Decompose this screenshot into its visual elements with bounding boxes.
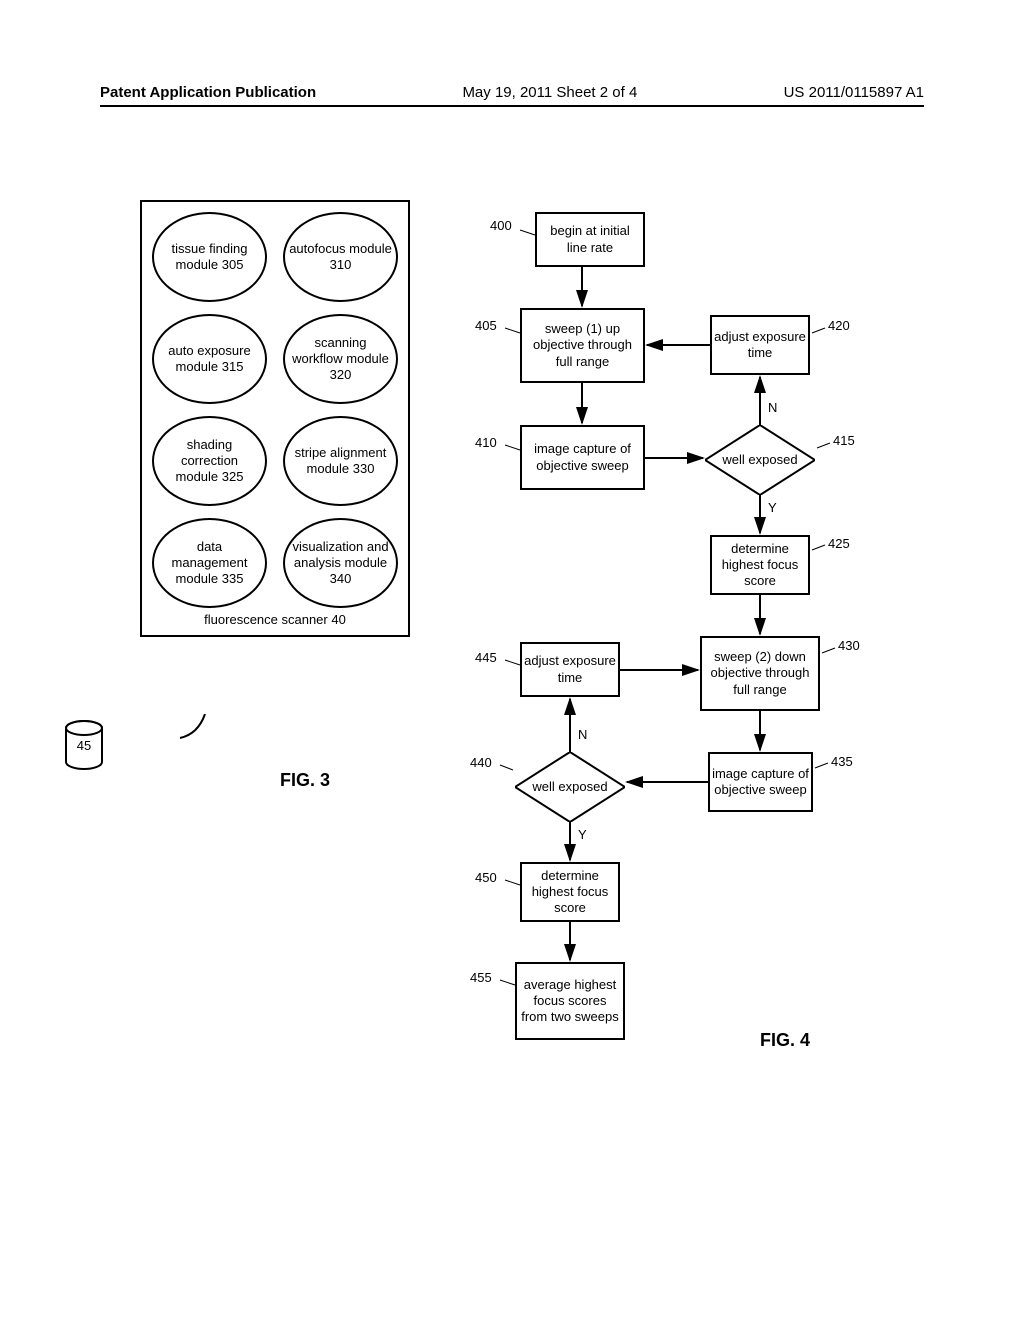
node-410-label: image capture of objective sweep [524, 441, 641, 474]
module-row: shading correction module 325 stripe ali… [152, 416, 398, 506]
header-center: May 19, 2011 Sheet 2 of 4 [462, 84, 637, 101]
ref-450: 450 [475, 870, 497, 885]
header-right: US 2011/0115897 A1 [784, 84, 924, 101]
scanner-box: tissue finding module 305 autofocus modu… [140, 200, 410, 637]
figure-3-caption: FIG. 3 [280, 770, 330, 791]
node-450: determine highest focus score [520, 862, 620, 922]
ref-410: 410 [475, 435, 497, 450]
node-455: average highest focus scores from two sw… [515, 962, 625, 1040]
ref-420: 420 [828, 318, 850, 333]
decision-440-label: well exposed [515, 752, 625, 822]
decision-440-y: Y [578, 827, 587, 842]
decision-440-n: N [578, 727, 587, 742]
db-connector-line [150, 714, 210, 744]
node-405-label: sweep (1) up objective through full rang… [524, 321, 641, 370]
node-410: image capture of objective sweep [520, 425, 645, 490]
decision-415-y: Y [768, 500, 777, 515]
module-auto-exposure: auto exposure module 315 [152, 314, 267, 404]
database-icon: 45 [60, 720, 108, 779]
ref-400: 400 [490, 218, 512, 233]
module-shading-correction: shading correction module 325 [152, 416, 267, 506]
node-445: adjust exposure time [520, 642, 620, 697]
ref-445: 445 [475, 650, 497, 665]
ref-435: 435 [831, 754, 853, 769]
page-header: Patent Application Publication May 19, 2… [100, 84, 924, 107]
header-left: Patent Application Publication [100, 84, 316, 101]
module-scanning-workflow: scanning workflow module 320 [283, 314, 398, 404]
node-420: adjust exposure time [710, 315, 810, 375]
node-425: determine highest focus score [710, 535, 810, 595]
decision-415-label: well exposed [705, 425, 815, 495]
module-stripe-alignment: stripe alignment module 330 [283, 416, 398, 506]
ref-425: 425 [828, 536, 850, 551]
decision-415-n: N [768, 400, 777, 415]
module-row: data management module 335 visualization… [152, 518, 398, 608]
ref-440: 440 [470, 755, 492, 770]
node-450-label: determine highest focus score [524, 868, 616, 917]
node-455-label: average highest focus scores from two sw… [519, 977, 621, 1026]
module-visualization-analysis: visualization and analysis module 340 [283, 518, 398, 608]
node-435: image capture of objective sweep [708, 752, 813, 812]
node-425-label: determine highest focus score [714, 541, 806, 590]
figure-4: begin at initial line rate 400 sweep (1)… [460, 200, 910, 1120]
module-autofocus: autofocus module 310 [283, 212, 398, 302]
ref-455: 455 [470, 970, 492, 985]
module-row: auto exposure module 315 scanning workfl… [152, 314, 398, 404]
node-430-label: sweep (2) down objective through full ra… [704, 649, 816, 698]
node-405: sweep (1) up objective through full rang… [520, 308, 645, 383]
decision-440: well exposed [515, 752, 625, 822]
ref-415: 415 [833, 433, 855, 448]
figure-3: tissue finding module 305 autofocus modu… [140, 200, 410, 637]
ref-430: 430 [838, 638, 860, 653]
figure-4-caption: FIG. 4 [760, 1030, 810, 1051]
node-400: begin at initial line rate [535, 212, 645, 267]
database-label: 45 [60, 738, 108, 753]
node-435-label: image capture of objective sweep [712, 766, 809, 799]
decision-415: well exposed [705, 425, 815, 495]
node-430: sweep (2) down objective through full ra… [700, 636, 820, 711]
node-445-label: adjust exposure time [524, 653, 616, 686]
page: Patent Application Publication May 19, 2… [0, 0, 1024, 1320]
ref-405: 405 [475, 318, 497, 333]
node-420-label: adjust exposure time [714, 329, 806, 362]
module-row: tissue finding module 305 autofocus modu… [152, 212, 398, 302]
module-data-management: data management module 335 [152, 518, 267, 608]
scanner-label: fluorescence scanner 40 [152, 612, 398, 627]
node-400-label: begin at initial line rate [539, 223, 641, 256]
module-tissue-finding: tissue finding module 305 [152, 212, 267, 302]
